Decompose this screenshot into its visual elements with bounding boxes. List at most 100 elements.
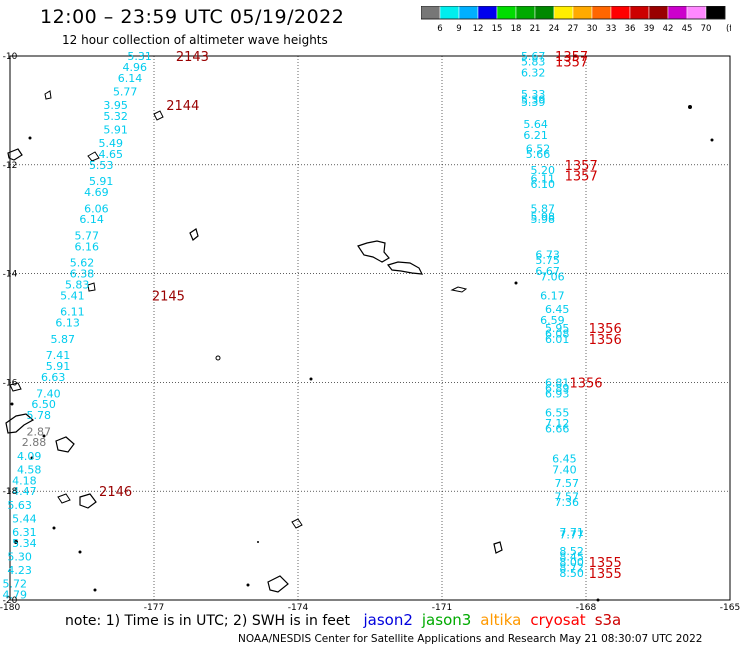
pass-time-label: 2145 — [152, 289, 185, 304]
tonga-island-a — [267, 575, 289, 593]
scale-tick-label: 39 — [644, 24, 655, 34]
wave-height-label: 5.39 — [521, 96, 546, 109]
wallis-island — [189, 228, 199, 241]
wave-height-label: 8.00 — [559, 556, 584, 569]
wave-height-label: 7.57 — [555, 477, 580, 490]
wave-height-label: 5.83 — [521, 55, 546, 68]
wave-height-label: 5.31 — [127, 50, 152, 63]
wave-height-label: 5.62 — [70, 257, 95, 270]
scale-swatch — [667, 6, 688, 20]
y-tick-label: -16 — [3, 378, 18, 388]
wave-height-label: 5.41 — [60, 289, 85, 302]
wave-height-label: 4.18 — [12, 474, 37, 487]
wave-height-label: 6.55 — [545, 406, 570, 419]
scale-swatch — [477, 6, 498, 20]
samoa-island-west — [357, 240, 390, 263]
scale-swatch — [515, 6, 536, 20]
wave-height-label: 7.77 — [559, 529, 584, 542]
islet-d — [9, 382, 22, 392]
scale-tick-label: 45 — [682, 24, 693, 34]
tonga-island-b — [291, 518, 303, 529]
islet-j — [10, 402, 14, 406]
wave-height-label: 7.12 — [545, 417, 570, 430]
wave-height-label: 5.66 — [526, 148, 551, 161]
axis-tick-labels: -180 -177 -174 -171 -168 -165 -10 -12 -14 -16 -18 -… — [0, 52, 740, 613]
wave-height-label: 6.67 — [535, 265, 560, 278]
scale-swatch — [629, 6, 650, 20]
wave-height-label: 5.30 — [7, 550, 32, 563]
y-tick-label: -14 — [3, 270, 18, 280]
scale-tick-label: 18 — [511, 24, 522, 34]
scale-swatch — [421, 6, 441, 20]
scale-tick-label: 42 — [663, 24, 674, 34]
scale-tick-label: 30 — [587, 24, 598, 34]
pass-time-labels: 2143214421452146135713571357135713561356… — [99, 50, 622, 582]
scale-tick-label: 36 — [625, 24, 636, 34]
wave-height-label: 5.91 — [89, 175, 114, 188]
legend-jason2: jason2 — [363, 611, 413, 629]
scale-swatch — [534, 6, 555, 20]
wave-height-label: 5.63 — [7, 499, 32, 512]
pass-time-label: 1355 — [589, 556, 622, 571]
y-tick-label: -12 — [3, 161, 18, 171]
pass-time-label: 1357 — [555, 55, 588, 70]
wave-height-label: 5.64 — [523, 118, 548, 131]
wave-height-label: 3.95 — [103, 99, 128, 112]
wave-height-label: 6.45 — [552, 453, 577, 466]
scale-swatch — [610, 6, 631, 20]
scale-swatch — [591, 6, 612, 20]
wave-height-label: 4.65 — [99, 148, 124, 161]
scale-swatch — [572, 6, 593, 20]
futuna-island — [7, 148, 23, 161]
tutuila-island — [450, 286, 468, 293]
islet-k — [42, 434, 46, 438]
wave-height-label: 6.93 — [545, 387, 570, 400]
scale-swatch — [648, 6, 669, 20]
islet-l — [30, 456, 34, 460]
scale-tick-label: 9 — [456, 24, 461, 34]
wave-height-label: 5.49 — [99, 137, 124, 150]
wave-height-label: 8.50 — [559, 567, 584, 580]
wave-height-label: 7.36 — [555, 496, 580, 509]
scale-tick-label: 15 — [492, 24, 503, 34]
scale-tick-label: 24 — [549, 24, 560, 34]
wave-height-label: 5.83 — [65, 278, 90, 291]
samoa-island-east — [386, 261, 424, 275]
x-tick-label: -168 — [576, 603, 597, 613]
scale-tick-label: 12 — [473, 24, 484, 34]
wave-height-label: 6.45 — [545, 303, 570, 316]
pass-time-label: 1357 — [565, 159, 598, 174]
islet-s — [257, 541, 259, 543]
legend-cryosat: cryosat — [530, 611, 586, 629]
islet-g — [688, 105, 692, 109]
map-title: 12:00 – 23:59 UTC 05/19/2022 — [40, 6, 345, 28]
vanua-levu-island — [5, 413, 35, 434]
pass-time-label: 2146 — [99, 485, 132, 500]
scale-swatch — [705, 6, 726, 20]
pass-time-label: 1356 — [569, 376, 602, 391]
wave-height-label: 4.96 — [123, 61, 148, 74]
wave-height-label: 8.45 — [559, 550, 584, 563]
wave-height-label: 5.98 — [531, 213, 556, 226]
scale-swatch — [439, 6, 460, 20]
wave-height-label: 5.75 — [535, 254, 560, 267]
pass-time-label: 2144 — [166, 99, 199, 114]
lau-island-a — [79, 493, 97, 509]
scale-swatch — [496, 6, 517, 20]
pass-time-label: 1356 — [589, 322, 622, 337]
legend-s3a: s3a — [594, 611, 622, 629]
islet-n — [52, 526, 56, 530]
wave-height-label: 6.81 — [545, 376, 570, 389]
taveuni-island — [55, 436, 75, 453]
wave-height-label: 5.67 — [521, 50, 546, 63]
wave-height-label: 6.11 — [60, 306, 85, 319]
x-tick-label: -165 — [720, 603, 740, 613]
wave-height-label: 6.21 — [523, 129, 548, 142]
wave-height-label: 5.39 — [521, 94, 546, 107]
wave-height-label: 4.79 — [3, 589, 28, 602]
wave-height-label: 4.09 — [17, 450, 42, 463]
wave-height-label: 5.78 — [27, 409, 52, 422]
pass-time-label: 1355 — [589, 567, 622, 582]
scale-border — [421, 6, 726, 20]
